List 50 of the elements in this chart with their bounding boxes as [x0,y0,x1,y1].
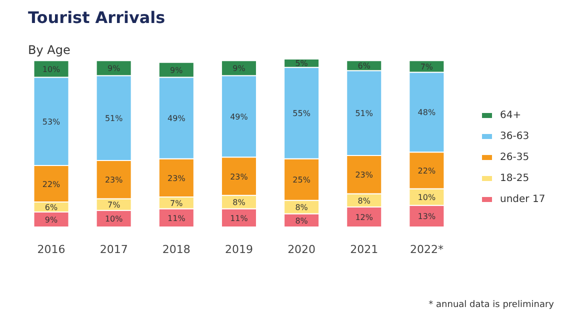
data-label: 7% [170,198,184,208]
x-tick-label: 2019 [225,242,253,256]
x-tick-label: 2022* [410,242,444,256]
data-label: 51% [104,114,124,124]
data-label: 49% [168,114,186,124]
data-label: 5% [295,59,308,68]
data-label: 7% [107,200,121,210]
chart-title: Tourist Arrivals [28,8,166,27]
data-label: 51% [355,109,374,118]
legend-label: 26-35 [500,152,530,162]
data-label: 8% [295,203,308,212]
data-label: 22% [418,166,436,176]
data-label: 11% [230,214,248,223]
data-label: 10% [42,64,61,74]
data-label: 23% [168,174,186,183]
data-label: 10% [104,214,124,224]
data-label: 25% [292,176,311,185]
data-label: 11% [168,214,186,223]
data-label: 8% [358,196,371,206]
data-label: 9% [170,66,184,75]
x-tick-label: 2020 [288,242,316,256]
data-label: 9% [107,64,121,74]
x-tick-label: 2021 [350,242,378,256]
data-label: 23% [104,176,124,185]
data-label: 9% [44,216,58,225]
legend-label: 64+ [500,110,522,120]
legend-label: 36-63 [500,130,530,142]
data-label: 49% [230,112,248,122]
data-label: 55% [292,109,311,118]
x-tick-label: 2016 [37,242,66,256]
data-label: 48% [418,108,436,118]
data-label: 8% [295,216,308,226]
data-label: 6% [44,203,58,212]
data-label: 53% [42,117,61,126]
legend-label: 18-25 [500,172,530,184]
data-label: 22% [42,180,61,189]
chart-subtitle: By Age [28,43,72,57]
data-label: 12% [355,213,374,222]
text: * annual data is preliminary [428,300,554,310]
data-label: 23% [355,170,374,180]
data-label: 13% [418,212,436,222]
data-label: 10% [418,193,436,202]
x-tick-label: 2018 [162,242,190,256]
data-label: 7% [420,62,434,72]
x-tick-label: 2017 [100,242,128,256]
data-label: 6% [358,62,371,71]
data-label: 23% [230,172,248,182]
data-label: 8% [232,198,246,208]
legend-label: under 17 [500,194,546,204]
data-label: 9% [232,64,246,74]
